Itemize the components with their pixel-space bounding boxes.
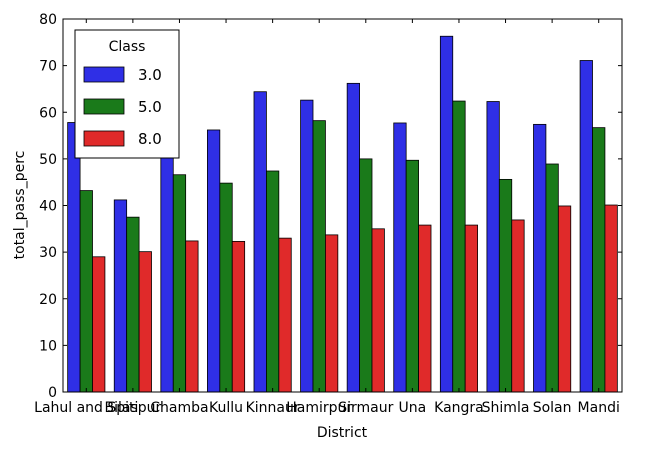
bar-4-0 bbox=[253, 91, 267, 393]
legend-label: 3.0 bbox=[138, 66, 162, 84]
bar-0-2 bbox=[92, 256, 106, 393]
y-tick-label: 0 bbox=[48, 385, 57, 401]
x-tick-label: Una bbox=[399, 400, 427, 416]
bar-5-0 bbox=[300, 99, 314, 393]
bar-11-1 bbox=[592, 127, 606, 393]
y-tick-label: 60 bbox=[39, 105, 57, 121]
x-tick-label: Mandi bbox=[578, 400, 620, 416]
x-tick-label: Solan bbox=[533, 400, 572, 416]
y-axis-title: total_pass_perc bbox=[12, 151, 28, 260]
x-tick-label: Shimla bbox=[482, 400, 530, 416]
bar-9-0 bbox=[486, 101, 500, 393]
bar-8-1 bbox=[452, 100, 466, 393]
y-tick-label: 70 bbox=[39, 59, 57, 75]
bar-3-1 bbox=[219, 182, 233, 393]
bar-10-1 bbox=[545, 163, 559, 393]
bar-6-0 bbox=[346, 82, 360, 393]
x-tick-label: Kangra bbox=[434, 400, 484, 416]
x-tick-label: Lahul and Spiti bbox=[34, 400, 138, 416]
legend-title: Class bbox=[109, 39, 146, 55]
bar-3-0 bbox=[207, 129, 221, 393]
bar-2-1 bbox=[172, 174, 187, 393]
bar-11-0 bbox=[579, 60, 593, 393]
bar-7-0 bbox=[393, 122, 407, 393]
bar-2-0 bbox=[160, 143, 174, 393]
bar-10-2 bbox=[557, 205, 572, 393]
bar-8-0 bbox=[439, 35, 454, 393]
y-tick-label: 80 bbox=[39, 12, 57, 28]
bar-1-2 bbox=[138, 251, 152, 393]
bar-5-2 bbox=[325, 234, 339, 393]
y-tick-label: 40 bbox=[39, 199, 57, 215]
bar-8-2 bbox=[464, 224, 478, 393]
bar-0-0 bbox=[67, 122, 81, 393]
legend: Class 3.0 5.0 8.0 bbox=[74, 29, 180, 159]
bar-6-2 bbox=[371, 228, 385, 393]
bar-0-1 bbox=[79, 190, 93, 393]
bar-11-2 bbox=[604, 204, 618, 393]
x-axis-title: District bbox=[317, 425, 368, 441]
y-tick-label: 30 bbox=[39, 245, 57, 261]
x-tick-label: Hamirpur bbox=[286, 400, 352, 416]
legend-swatch bbox=[83, 98, 125, 115]
legend-swatch bbox=[83, 130, 125, 147]
legend-label: 8.0 bbox=[138, 130, 162, 148]
bar-4-2 bbox=[278, 237, 292, 393]
legend-label: 5.0 bbox=[138, 98, 162, 116]
bar-1-1 bbox=[126, 216, 140, 393]
y-tick-label: 10 bbox=[39, 338, 57, 354]
legend-items: 3.0 5.0 8.0 bbox=[83, 66, 162, 148]
bar-10-0 bbox=[533, 123, 547, 393]
bar-7-2 bbox=[418, 224, 432, 393]
x-tick-label: Chamba bbox=[150, 400, 208, 416]
bars-layer bbox=[67, 35, 618, 393]
x-tick-label: Bilaspur bbox=[104, 400, 161, 416]
bar-7-1 bbox=[405, 159, 419, 393]
x-tick-label: Sirmaur bbox=[338, 400, 393, 416]
bar-1-0 bbox=[113, 199, 128, 393]
bar-9-1 bbox=[498, 178, 513, 393]
bar-9-2 bbox=[511, 219, 525, 393]
bar-4-1 bbox=[266, 170, 280, 393]
y-tick-label: 50 bbox=[39, 152, 57, 168]
bar-2-2 bbox=[185, 240, 199, 393]
bar-3-2 bbox=[231, 240, 246, 393]
bar-5-1 bbox=[312, 120, 326, 393]
x-tick-label: Kinnaur bbox=[246, 400, 300, 416]
y-tick-label: 20 bbox=[39, 292, 57, 308]
x-tick-label: Kullu bbox=[209, 400, 243, 416]
legend-swatch bbox=[83, 66, 125, 83]
bar-6-1 bbox=[359, 158, 373, 393]
